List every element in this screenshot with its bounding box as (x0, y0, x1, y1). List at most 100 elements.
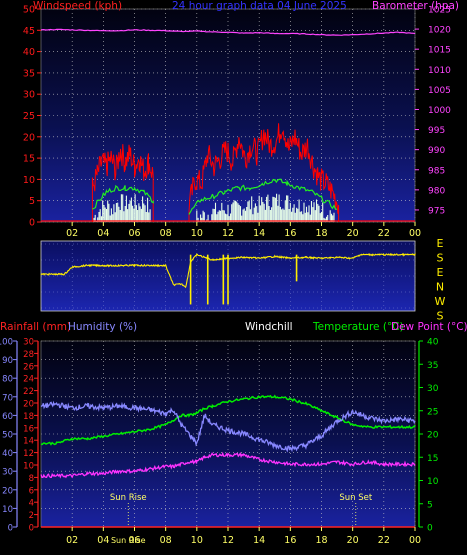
humidity-line (40, 400, 416, 453)
gust-series (91, 123, 340, 222)
avg-wind-line (92, 184, 154, 210)
rain-y-label: 8 (29, 474, 34, 484)
humidity-y-label: 100 (0, 338, 13, 348)
rain-y-label: 2 (29, 511, 34, 521)
rain-y-label: 4 (29, 499, 34, 509)
wind-x-ticks: 02 04 06 08 10 12 14 16 18 20 22 00 (66, 222, 421, 239)
dir-plot-frame (40, 240, 416, 312)
wind-x-label: 14 (253, 228, 265, 239)
temp-y-label: 35 (427, 361, 438, 371)
baro-y-label: 1025 (428, 6, 451, 16)
wind-y-label: 20 (23, 132, 35, 143)
rain-y-label: 20 (23, 400, 34, 410)
baro-y-label: 985 (428, 166, 445, 176)
baro-y-label: 1020 (428, 26, 451, 36)
humidity-y-label: 60 (2, 412, 13, 422)
temp-y-label: 20 (427, 431, 439, 441)
rain-y-label: 6 (29, 486, 34, 496)
avg-wind-line (188, 178, 338, 215)
dew-line (40, 451, 416, 479)
wind-y-label: 15 (23, 154, 35, 165)
humidity-y-label: 90 (2, 356, 13, 366)
baro-series (40, 28, 416, 222)
baro-y-label: 990 (428, 146, 445, 156)
temp-x-label: 22 (378, 535, 390, 546)
wind-y-label: 25 (23, 111, 35, 122)
baro-y-label: 1015 (428, 46, 451, 56)
sunrise-axis-label: Sun Rise (111, 536, 146, 545)
baro-y-label: 980 (428, 186, 445, 196)
temp-y-right-ticks: 0 5 10 15 20 25 30 35 40 (419, 338, 439, 534)
baro-line (40, 28, 416, 36)
wind-x-label: 22 (378, 228, 390, 239)
temp-x-label: 04 (97, 535, 109, 546)
rain-y-label: 24 (23, 375, 34, 385)
baro-y-label: 1010 (428, 66, 451, 76)
wind-y-label: 10 (23, 175, 35, 186)
rain-y-label: 10 (23, 462, 34, 472)
light-wind-bars (196, 193, 335, 222)
wind-x-label: 04 (97, 228, 109, 239)
rain-y-label: 0 (29, 524, 34, 534)
temp-series (40, 394, 416, 446)
compass-letter: E (437, 237, 444, 250)
compass-letter: E (437, 266, 444, 279)
wind-y-label: 50 (23, 5, 35, 16)
dew-series (40, 451, 416, 479)
wind-x-label: 00 (409, 228, 421, 239)
humidity-y-label: 50 (2, 431, 13, 441)
avg-wind-series (92, 178, 338, 215)
humidity-series (40, 400, 416, 453)
compass-letter: S (437, 252, 444, 265)
temp-y-label: 10 (427, 477, 439, 487)
temp-y-label: 30 (427, 384, 439, 394)
rainfall-label: Rainfall (mm) (0, 321, 71, 333)
baro-y-ticks: 975 980 985 990 995 1000 1005 1010 1015 1020 1025 (415, 6, 451, 216)
compass-letter: S (437, 310, 444, 323)
rain-y-label: 12 (23, 449, 34, 459)
rain-y-label: 18 (23, 412, 34, 422)
wind-x-label: 08 (160, 228, 172, 239)
temp-y-label: 40 (427, 338, 439, 348)
wind-x-label: 18 (315, 228, 327, 239)
temp-y-label: 15 (427, 454, 438, 464)
baro-y-label: 1000 (428, 106, 451, 116)
temp-x-label: 10 (191, 535, 203, 546)
dewpoint-label: Dew Point (°C) (391, 321, 467, 333)
temp-y-label: 0 (427, 524, 433, 534)
temp-x-label: 16 (284, 535, 296, 546)
temp-y-left-ticks: 0102030405060708090100024681012141618202… (0, 338, 38, 534)
baro-y-label: 995 (428, 126, 445, 136)
wind-dir-series (40, 252, 416, 305)
windchill-label: Windchill (245, 321, 293, 333)
wind-x-label: 16 (284, 228, 296, 239)
sunset-label: Sun Set (339, 493, 372, 503)
humidity-y-label: 40 (2, 449, 13, 459)
rain-y-label: 26 (23, 362, 34, 372)
temp-line (40, 394, 416, 446)
temp-x-label: 14 (253, 535, 265, 546)
temp-x-label: 18 (315, 535, 327, 546)
humidity-y-label: 0 (8, 524, 13, 534)
light-wind-series (93, 193, 335, 222)
wind-x-label: 10 (191, 228, 203, 239)
wind-y-label: 40 (23, 47, 35, 58)
baro-axis-label: Barometer (hpa) (372, 0, 459, 12)
wind-y-label: 45 (23, 26, 35, 37)
compass-letter: W (435, 295, 446, 308)
rain-y-label: 16 (23, 424, 34, 434)
temp-x-label: 00 (409, 535, 421, 546)
temp-x-label: 02 (66, 535, 78, 546)
graph-title: 24 hour graph data 04 June 2025 (172, 0, 347, 12)
wind-x-label: 02 (66, 228, 78, 239)
wind-plot-area (41, 9, 415, 222)
humidity-y-label: 20 (2, 486, 13, 496)
rain-y-label: 28 (23, 350, 34, 360)
rain-y-label: 30 (23, 338, 34, 348)
wind-y-label: 5 (29, 196, 35, 207)
temp-y-label: 25 (427, 407, 438, 417)
temp-x-ticks: 02 04 06 08 10 12 14 16 18 20 22 00 (66, 527, 421, 546)
